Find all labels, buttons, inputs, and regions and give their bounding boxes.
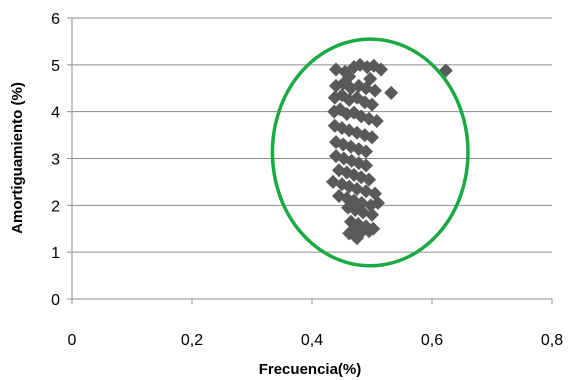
tick-labels: 0 1 2 3 4 5 6 0 0,2 0,4 0,6 0,8 — [51, 11, 563, 349]
x-tick-label: 0,2 — [181, 332, 203, 349]
data-point — [359, 144, 373, 159]
axes — [67, 17, 553, 304]
annotations — [270, 37, 470, 268]
data-point — [384, 85, 399, 100]
y-tick-label: 1 — [51, 245, 60, 262]
data-point — [365, 97, 379, 112]
data-point — [347, 60, 361, 75]
data-point — [371, 195, 385, 210]
data-point — [365, 130, 379, 145]
data-point — [342, 226, 357, 241]
y-tick-label: 5 — [51, 58, 60, 75]
y-tick-label: 4 — [51, 105, 60, 122]
y-axis-title: Amortiguamiento (%) — [9, 82, 26, 234]
x-tick-label: 0,6 — [421, 332, 443, 349]
data-point — [362, 224, 376, 239]
data-point — [369, 114, 384, 129]
x-tick-label: 0 — [68, 332, 77, 349]
data-point — [365, 207, 379, 222]
y-tick-label: 3 — [51, 152, 60, 169]
y-tick-label: 2 — [51, 198, 60, 215]
grid — [72, 17, 552, 253]
data-point — [374, 62, 388, 77]
data-point — [360, 60, 375, 75]
x-tick-label: 0,8 — [541, 332, 563, 349]
y-tick-label: 6 — [51, 11, 60, 28]
data-point — [368, 83, 382, 98]
y-tick-label: 0 — [51, 292, 60, 309]
data-point — [362, 172, 376, 187]
data-point — [359, 158, 373, 173]
highlight-ellipse — [270, 37, 470, 268]
data-points — [326, 57, 453, 246]
x-tick-label: 0,4 — [301, 332, 323, 349]
x-axis-title: Frecuencia(%) — [259, 361, 362, 378]
